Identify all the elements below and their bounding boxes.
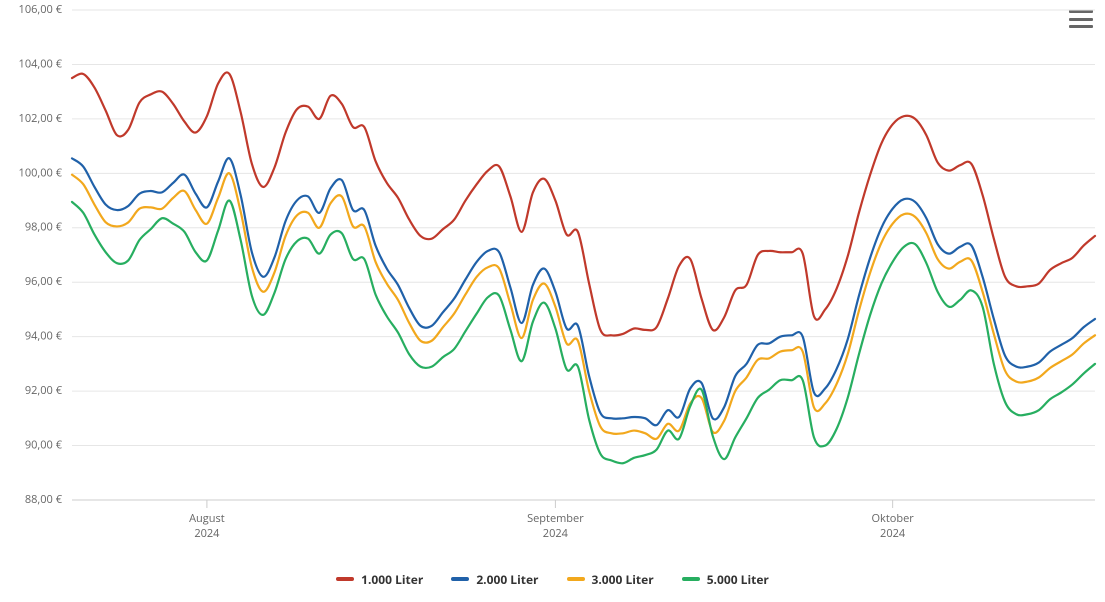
legend-item[interactable]: 3.000 Liter (567, 571, 654, 588)
legend-label: 5.000 Liter (707, 571, 769, 588)
y-tick-label: 96,00 € (25, 274, 63, 289)
chart-legend: 1.000 Liter 2.000 Liter 3.000 Liter 5.000 L… (0, 568, 1105, 588)
legend-swatch (336, 577, 354, 581)
y-tick-label: 94,00 € (25, 329, 63, 344)
y-tick-label: 92,00 € (25, 383, 63, 398)
legend-item[interactable]: 1.000 Liter (336, 571, 423, 588)
legend-swatch (682, 577, 700, 581)
y-tick-label: 102,00 € (19, 111, 63, 126)
x-tick-label: August (189, 511, 225, 526)
y-tick-label: 88,00 € (25, 492, 63, 507)
legend-item[interactable]: 2.000 Liter (451, 571, 538, 588)
x-tick-label: September (527, 511, 584, 526)
x-tick-label: Oktober (872, 511, 915, 526)
series-line (72, 173, 1095, 439)
y-tick-label: 104,00 € (19, 56, 63, 71)
x-tick-sublabel: 2024 (880, 526, 906, 541)
y-tick-label: 90,00 € (25, 437, 63, 452)
series-line (72, 200, 1095, 463)
y-tick-label: 100,00 € (19, 165, 63, 180)
legend-swatch (567, 577, 585, 581)
chart-canvas: 88,00 € 90,00 € 92,00 € 94,00 € 96,00 € 98,00… (0, 0, 1105, 602)
y-tick-label: 98,00 € (25, 220, 63, 235)
legend-item[interactable]: 5.000 Liter (682, 571, 769, 588)
x-tick-sublabel: 2024 (543, 526, 569, 541)
y-tick-label: 106,00 € (19, 2, 63, 17)
legend-label: 3.000 Liter (592, 571, 654, 588)
legend-label: 2.000 Liter (476, 571, 538, 588)
x-tick-sublabel: 2024 (194, 526, 220, 541)
price-chart: 88,00 € 90,00 € 92,00 € 94,00 € 96,00 € 98,00… (0, 0, 1105, 602)
legend-label: 1.000 Liter (361, 571, 423, 588)
legend-swatch (451, 577, 469, 581)
